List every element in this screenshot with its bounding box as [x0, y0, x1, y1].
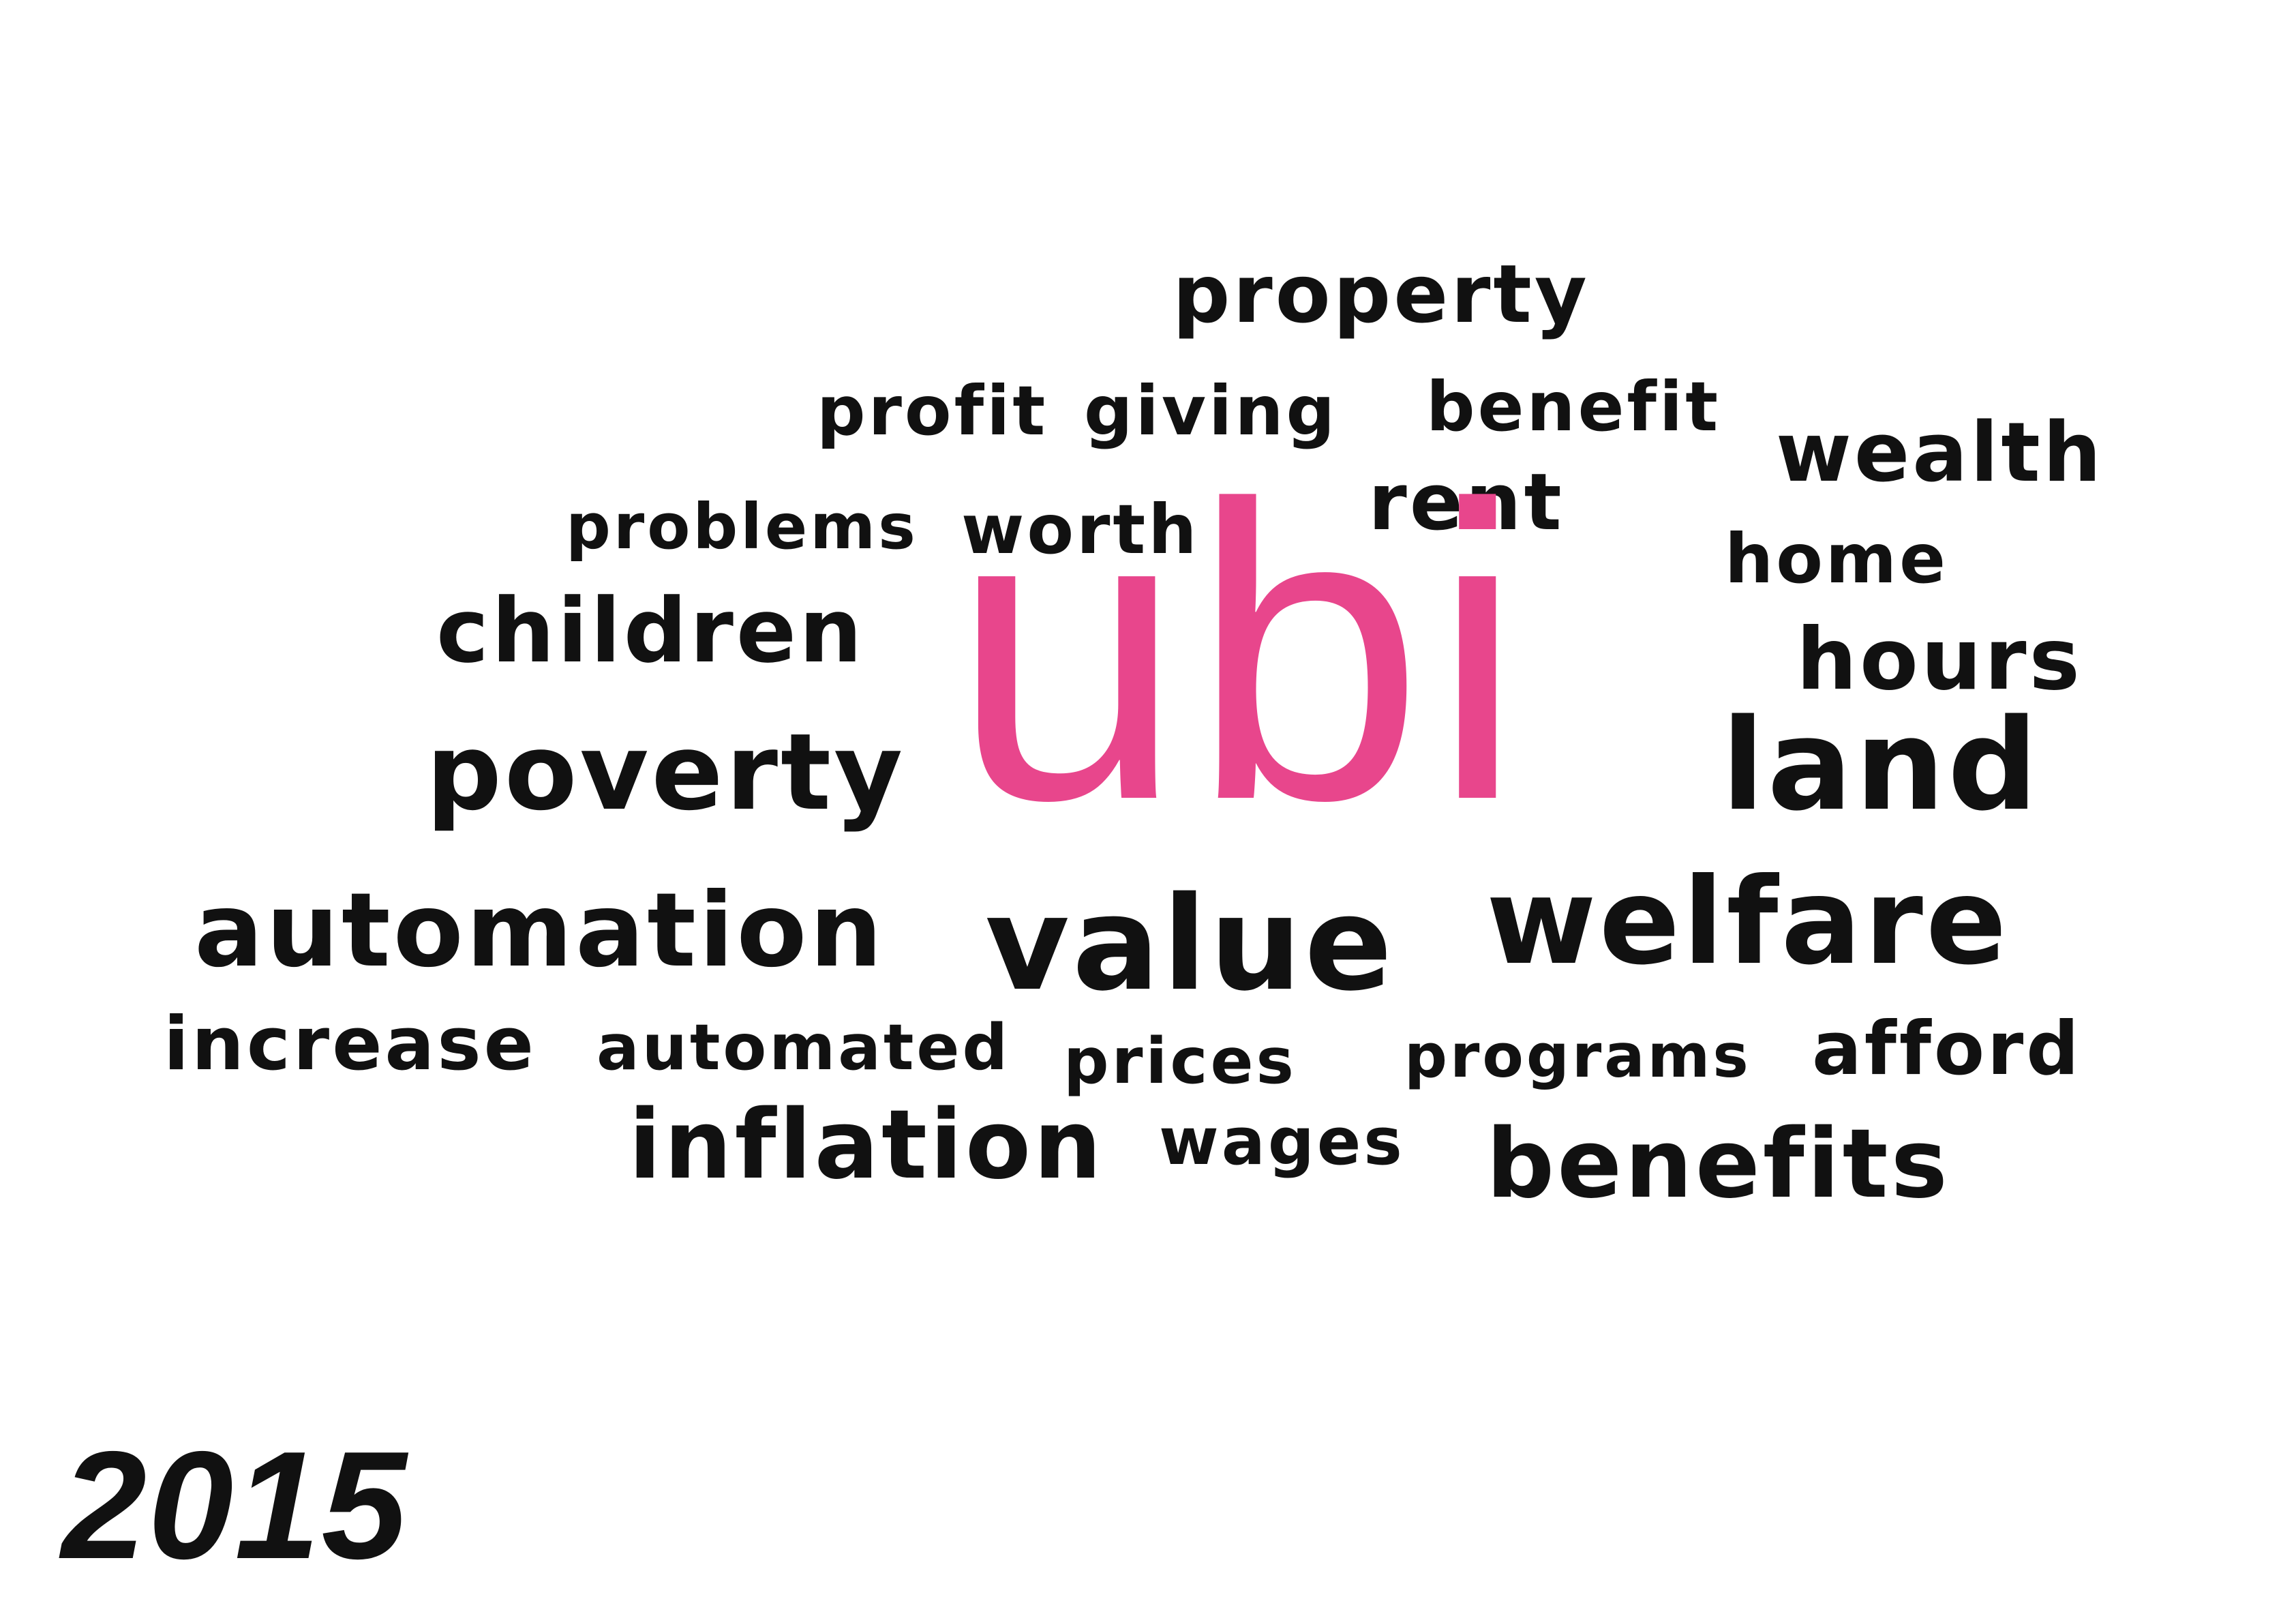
word-prices: prices: [1063, 1024, 1297, 1098]
word-ubi: ubi: [951, 419, 1531, 887]
word-benefit: benefit: [1426, 367, 1721, 447]
word-land: land: [1721, 691, 2041, 839]
word-poverty: poverty: [426, 711, 906, 834]
word-hours: hours: [1796, 610, 2083, 709]
word-programs: programs: [1404, 1021, 1751, 1091]
year-label: 2015: [61, 1419, 408, 1591]
word-rent: rent: [1368, 457, 1565, 548]
word-automated: automated: [596, 1011, 1011, 1084]
word-problems: problems: [566, 490, 918, 563]
word-property: property: [1173, 247, 1590, 341]
word-afford: afford: [1812, 1006, 2082, 1092]
word-children: children: [436, 579, 865, 683]
word-wealth: wealth: [1776, 406, 2104, 500]
word-inflation: inflation: [629, 1090, 1104, 1201]
word-worth: worth: [961, 490, 1200, 569]
word-profit: profit: [817, 371, 1048, 451]
word-increase: increase: [164, 1002, 537, 1087]
word-wages: wages: [1159, 1105, 1405, 1180]
word-benefits: benefits: [1486, 1109, 1950, 1220]
word-home: home: [1725, 519, 1948, 599]
word-value: value: [985, 869, 1395, 1019]
word-automation: automation: [194, 871, 886, 990]
word-welfare: welfare: [1486, 853, 2010, 991]
word-giving: giving: [1084, 371, 1338, 451]
